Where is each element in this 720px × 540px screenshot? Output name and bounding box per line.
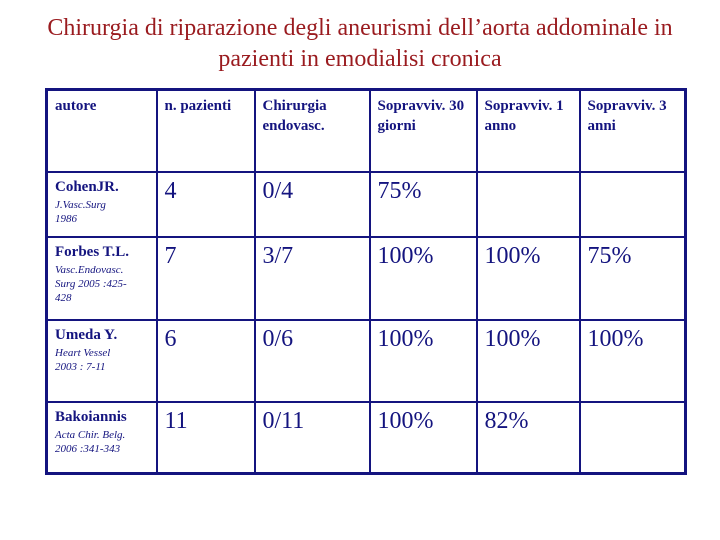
- author-citation: Heart Vessel 2003 : 7-11: [55, 346, 111, 373]
- cell-n-pazienti: 6: [155, 318, 256, 403]
- column-header-chirurgia-endovasc: Chirurgia endovasc.: [253, 88, 371, 173]
- author-cell: Bakoiannis Acta Chir. Belg. 2006 :341-34…: [45, 400, 158, 475]
- cell-n-pazienti: 7: [155, 235, 256, 321]
- cell-sopravviv-30-giorni: 100%: [368, 235, 478, 321]
- author-name: Bakoiannis: [55, 408, 127, 425]
- header-row: autore n. pazienti Chirurgia endovasc. S…: [45, 88, 687, 173]
- table-row: Forbes T.L. Vasc.Endovasc. Surg 2005 :42…: [45, 235, 687, 321]
- cell-sopravviv-3-anni: 75%: [578, 235, 687, 321]
- cell-sopravviv-1-anno: [475, 170, 581, 238]
- cell-sopravviv-30-giorni: 100%: [368, 318, 478, 403]
- column-header-autore: autore: [45, 88, 158, 173]
- cell-sopravviv-1-anno: 100%: [475, 235, 581, 321]
- author-name: CohenJR.: [55, 178, 119, 195]
- cell-sopravviv-1-anno: 82%: [475, 400, 581, 475]
- column-header-sopravviv-30-giorni: Sopravviv. 30 giorni: [368, 88, 478, 173]
- table-row: Umeda Y. Heart Vessel 2003 : 7-11 6 0/6 …: [45, 318, 687, 403]
- author-cell: Forbes T.L. Vasc.Endovasc. Surg 2005 :42…: [45, 235, 158, 321]
- column-header-sopravviv-3-anni: Sopravviv. 3 anni: [578, 88, 687, 173]
- cell-chirurgia-endovasc: 3/7: [253, 235, 371, 321]
- cell-sopravviv-1-anno: 100%: [475, 318, 581, 403]
- cell-chirurgia-endovasc: 0/4: [253, 170, 371, 238]
- slide-title: Chirurgia di riparazione degli aneurismi…: [47, 15, 673, 72]
- cell-sopravviv-3-anni: [578, 400, 687, 475]
- author-citation: Vasc.Endovasc. Surg 2005 :425- 428: [55, 263, 127, 305]
- table-row: Bakoiannis Acta Chir. Belg. 2006 :341-34…: [45, 400, 687, 475]
- cell-n-pazienti: 4: [155, 170, 256, 238]
- cell-sopravviv-3-anni: 100%: [578, 318, 687, 403]
- cell-sopravviv-30-giorni: 100%: [368, 400, 478, 475]
- column-header-n-pazienti: n. pazienti: [155, 88, 256, 173]
- author-cell: Umeda Y. Heart Vessel 2003 : 7-11: [45, 318, 158, 403]
- cell-n-pazienti: 11: [155, 400, 256, 475]
- author-citation: Acta Chir. Belg. 2006 :341-343: [55, 428, 126, 455]
- cell-sopravviv-30-giorni: 75%: [368, 170, 478, 238]
- author-cell: CohenJR. J.Vasc.Surg 1986: [45, 170, 158, 238]
- author-name: Forbes T.L.: [55, 243, 130, 260]
- cell-chirurgia-endovasc: 0/6: [253, 318, 371, 403]
- author-citation: J.Vasc.Surg 1986: [55, 198, 106, 225]
- cell-sopravviv-3-anni: [578, 170, 687, 238]
- column-header-sopravviv-1-anno: Sopravviv. 1 anno: [475, 88, 581, 173]
- table-row: CohenJR. J.Vasc.Surg 1986 4 0/4 75%: [45, 170, 687, 238]
- cell-chirurgia-endovasc: 0/11: [253, 400, 371, 475]
- author-name: Umeda Y.: [55, 326, 118, 343]
- results-table: autore n. pazienti Chirurgia endovasc. S…: [45, 88, 687, 475]
